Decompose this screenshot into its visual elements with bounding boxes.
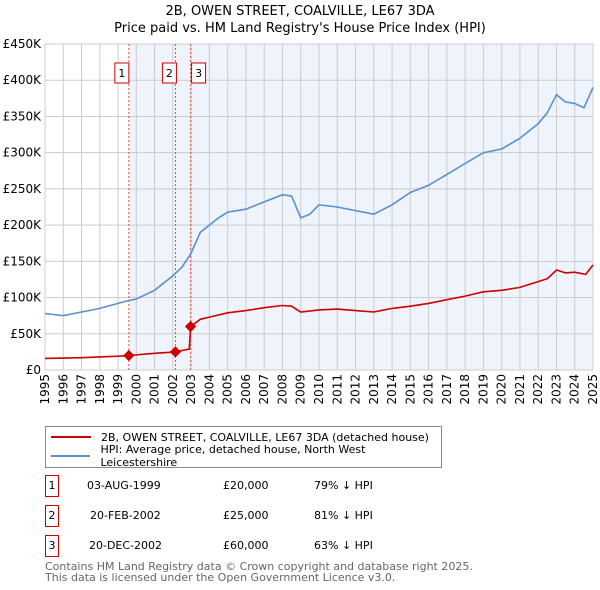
sale-label: 3 <box>195 67 202 80</box>
sale-label-box <box>114 62 130 84</box>
footer-licence: This data is licensed under the Open Gov… <box>45 571 396 584</box>
x-tick-label: 2002 <box>166 374 180 405</box>
sale-label-box <box>191 62 207 84</box>
sale-number-badge: 3 <box>45 535 59 557</box>
x-tick-label: 2015 <box>403 374 417 405</box>
legend-item-price: 2B, OWEN STREET, COALVILLE, LE67 3DA (de… <box>51 428 429 446</box>
plot-border <box>44 43 594 371</box>
x-tick-label: 2021 <box>513 374 527 405</box>
sale-number-badge: 1 <box>45 475 59 497</box>
y-tick-label: £200K <box>3 218 43 232</box>
y-tick-label: £400K <box>3 73 43 87</box>
legend: 2B, OWEN STREET, COALVILLE, LE67 3DA (de… <box>45 426 442 469</box>
x-tick-label: 2008 <box>275 374 289 405</box>
x-tick-label: 2014 <box>385 374 399 405</box>
sale-row: 1 03-AUG-1999 £20,000 79% ↓ HPI <box>45 475 445 497</box>
x-tick-label: 1996 <box>56 374 70 405</box>
x-tick-label: 1999 <box>111 374 125 405</box>
y-tick-label: £100K <box>3 291 43 305</box>
x-tick-label: 2020 <box>495 374 509 405</box>
x-tick-label: 2004 <box>202 374 216 405</box>
sale-hpi-diff: 81% ↓ HPI <box>314 509 373 522</box>
sale-point <box>169 346 182 358</box>
y-tick-label: £300K <box>3 146 43 160</box>
sale-label: 2 <box>166 67 173 80</box>
x-tick-label: 2003 <box>184 374 198 405</box>
footer-copyright: Contains HM Land Registry data © Crown c… <box>45 560 473 573</box>
x-tick-label: 2012 <box>349 374 363 405</box>
x-tick-label: 2009 <box>294 374 308 405</box>
sale-price: £25,000 <box>223 509 269 522</box>
x-tick-label: 2018 <box>458 374 472 405</box>
chart-title: 2B, OWEN STREET, COALVILLE, LE67 3DA <box>165 4 435 19</box>
sale-number-badge: 2 <box>45 505 59 527</box>
legend-label-hpi: HPI: Average price, detached house, Nort… <box>100 443 366 469</box>
y-tick-label: £150K <box>3 254 43 268</box>
legend-label-price: 2B, OWEN STREET, COALVILLE, LE67 3DA (de… <box>101 430 429 444</box>
sale-point <box>184 320 197 333</box>
y-tick-label: £50K <box>10 327 42 341</box>
y-tick-label: £0 <box>26 363 41 377</box>
sale-date: 03-AUG-1999 <box>87 479 161 492</box>
legend-swatch-price <box>51 436 91 438</box>
x-tick-label: 2000 <box>129 374 143 405</box>
x-tick-label: 2011 <box>330 374 344 405</box>
sale-hpi-diff: 63% ↓ HPI <box>314 539 373 552</box>
shaded-region <box>128 44 593 370</box>
x-tick-label: 2019 <box>476 374 490 405</box>
y-tick-label: £450K <box>3 37 43 51</box>
price-chart: £0 £50K £100K £150K £200K £250K £300K £350K £400… <box>3 37 600 405</box>
sale-label-box <box>161 62 177 84</box>
series-line-price <box>44 264 594 360</box>
sale-label: 1 <box>118 67 125 80</box>
x-tick-label: 2016 <box>422 374 436 405</box>
x-tick-label: 1997 <box>75 374 89 405</box>
x-tick-label: 2017 <box>440 374 454 405</box>
x-tick-label: 2001 <box>148 374 162 405</box>
legend-item-hpi: HPI: Average price, detached house, Nort… <box>51 443 441 469</box>
x-tick-label: 2007 <box>257 374 271 405</box>
sale-price: £60,000 <box>223 539 269 552</box>
chart-subtitle: Price paid vs. HM Land Registry's House … <box>114 21 486 36</box>
series-line-hpi <box>44 87 594 317</box>
x-tick-label: 2023 <box>549 374 563 405</box>
x-tick-label: 2022 <box>531 374 545 405</box>
sale-row: 3 20-DEC-2002 £60,000 63% ↓ HPI <box>45 535 445 557</box>
x-tick-label: 1998 <box>93 374 107 405</box>
legend-swatch-hpi <box>51 455 91 457</box>
y-tick-label: £250K <box>3 182 43 196</box>
x-tick-label: 2006 <box>239 374 253 405</box>
sale-row: 2 20-FEB-2002 £25,000 81% ↓ HPI <box>45 505 445 527</box>
sale-date: 20-FEB-2002 <box>90 509 161 522</box>
x-tick-label: 2013 <box>367 374 381 405</box>
sale-hpi-diff: 79% ↓ HPI <box>314 479 373 492</box>
x-tick-label: 2010 <box>312 374 326 405</box>
x-tick-label: 2025 <box>586 374 600 405</box>
y-tick-label: £350K <box>3 109 43 123</box>
sale-price: £20,000 <box>223 479 269 492</box>
x-tick-label: 2005 <box>221 374 235 405</box>
x-tick-label: 2024 <box>568 374 582 405</box>
sale-date: 20-DEC-2002 <box>89 539 163 552</box>
x-tick-label: 1995 <box>38 374 52 405</box>
